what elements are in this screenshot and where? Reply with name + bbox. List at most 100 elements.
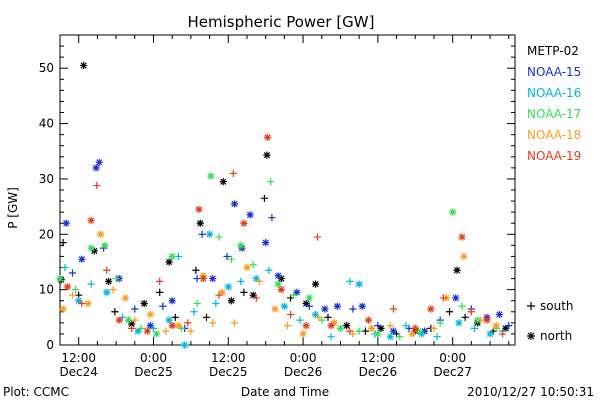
series-noaa-19 bbox=[63, 133, 507, 338]
north-point bbox=[274, 280, 282, 288]
north-point bbox=[336, 324, 345, 332]
north-point bbox=[274, 272, 282, 280]
x-tick-label: Dec25 bbox=[134, 365, 173, 379]
south-point bbox=[349, 305, 357, 313]
south-point bbox=[313, 233, 322, 241]
north-point bbox=[492, 322, 500, 330]
south-point bbox=[433, 333, 441, 341]
legend-entry: NOAA-16 bbox=[527, 86, 581, 100]
south-point bbox=[174, 252, 183, 261]
south-point bbox=[498, 330, 507, 338]
legend-entry: NOAA-15 bbox=[527, 65, 581, 79]
north-point bbox=[271, 305, 279, 313]
north-point bbox=[417, 330, 426, 338]
plot-timestamp: 2010/12/27 10:50:31 bbox=[467, 385, 594, 399]
marker-legend-label: south bbox=[540, 299, 574, 313]
series-noaa-18 bbox=[59, 230, 500, 338]
south-point bbox=[267, 178, 275, 186]
south-point bbox=[296, 316, 304, 324]
south-point bbox=[227, 255, 236, 263]
south-point bbox=[305, 302, 313, 310]
north-point bbox=[80, 61, 88, 70]
north-point bbox=[121, 294, 130, 302]
south-point bbox=[290, 291, 298, 299]
north-point bbox=[238, 244, 246, 252]
north-point bbox=[277, 274, 285, 283]
north-point bbox=[293, 288, 301, 297]
north-point bbox=[196, 219, 204, 227]
north-point bbox=[168, 252, 176, 261]
x-tick-label: Dec27 bbox=[433, 365, 472, 379]
north-point bbox=[209, 274, 217, 283]
north-point bbox=[96, 230, 105, 238]
north-point bbox=[252, 274, 260, 283]
north-point bbox=[134, 327, 142, 335]
plot-marks bbox=[56, 61, 513, 349]
south-point bbox=[389, 305, 398, 313]
south-point bbox=[162, 327, 170, 335]
south-point bbox=[402, 322, 410, 330]
south-point bbox=[184, 319, 192, 327]
north-point bbox=[90, 247, 98, 255]
south-point bbox=[255, 277, 264, 285]
north-point bbox=[427, 305, 435, 313]
north-point bbox=[389, 327, 398, 335]
north-point bbox=[486, 330, 494, 338]
x-tick-label: 0:00 bbox=[439, 351, 466, 365]
north-point bbox=[168, 322, 176, 330]
south-point bbox=[252, 294, 260, 302]
north-point bbox=[174, 322, 183, 330]
x-tick-label: Dec25 bbox=[209, 365, 248, 379]
south-point bbox=[355, 327, 363, 335]
south-point bbox=[149, 324, 158, 332]
north-point bbox=[299, 330, 307, 338]
x-tick-label: 12:00 bbox=[361, 351, 396, 365]
south-point bbox=[71, 286, 80, 294]
north-point bbox=[333, 302, 341, 310]
north-point bbox=[105, 277, 113, 285]
south-point bbox=[61, 263, 69, 272]
y-tick-label: 20 bbox=[39, 227, 54, 241]
south-point bbox=[171, 313, 179, 321]
y-axis-label: P [GW] bbox=[6, 187, 20, 229]
south-point bbox=[346, 277, 354, 285]
south-point bbox=[137, 324, 145, 332]
south-point bbox=[215, 233, 223, 241]
south-point bbox=[159, 302, 167, 310]
y-tick-label: 40 bbox=[39, 117, 54, 131]
north-point bbox=[240, 219, 248, 227]
south-point bbox=[287, 310, 295, 319]
south-point bbox=[265, 266, 273, 274]
south-point bbox=[198, 230, 206, 238]
south-point bbox=[430, 324, 438, 332]
north-point bbox=[343, 322, 351, 330]
south-point bbox=[374, 322, 382, 330]
south-point bbox=[209, 319, 217, 327]
south-point bbox=[68, 291, 77, 299]
south-point bbox=[223, 252, 231, 261]
south-point bbox=[396, 333, 404, 341]
north-point bbox=[483, 316, 491, 324]
north-point bbox=[302, 299, 310, 308]
south-point bbox=[190, 308, 198, 316]
south-point bbox=[131, 316, 139, 324]
south-point bbox=[327, 333, 335, 341]
north-point bbox=[263, 151, 271, 159]
north-point bbox=[305, 294, 313, 302]
south-point bbox=[436, 319, 444, 327]
south-point bbox=[156, 288, 164, 297]
north-point bbox=[355, 280, 363, 288]
north-point bbox=[146, 322, 154, 330]
north-point bbox=[227, 297, 236, 305]
series-noaa-15 bbox=[62, 158, 513, 335]
south-point bbox=[346, 327, 354, 335]
south-point bbox=[59, 238, 67, 247]
north-point bbox=[103, 288, 111, 297]
north-point bbox=[321, 305, 329, 313]
y-tick-label: 10 bbox=[39, 283, 54, 297]
y-tick-label: 0 bbox=[46, 338, 54, 352]
south-point bbox=[192, 266, 200, 274]
south-point bbox=[505, 322, 513, 330]
north-point bbox=[330, 319, 338, 327]
north-point bbox=[124, 316, 133, 324]
